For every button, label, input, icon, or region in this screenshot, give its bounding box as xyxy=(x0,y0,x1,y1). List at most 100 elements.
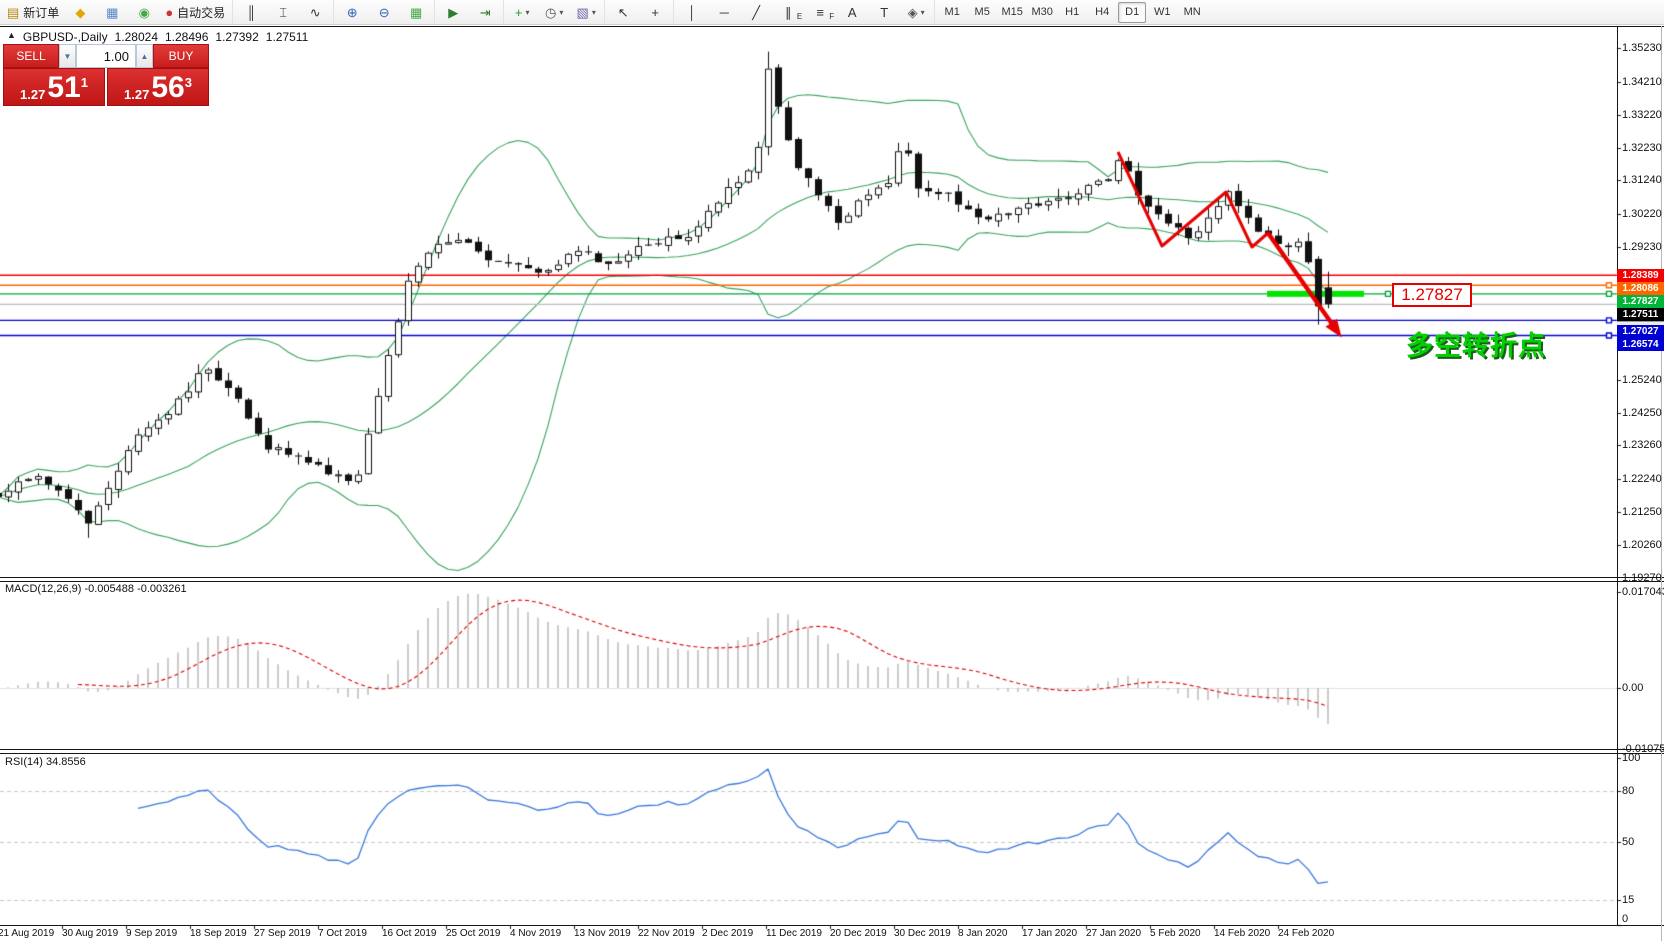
price-tick-label: 1.24250 xyxy=(1622,406,1662,419)
date-label: 30 Aug 2019 xyxy=(62,928,119,939)
navigator-button[interactable]: ◉ xyxy=(129,1,159,23)
vertical-line-button[interactable]: │ xyxy=(677,1,707,23)
date-label: 9 Sep 2019 xyxy=(126,928,178,939)
indicators-dropdown-icon[interactable]: ▾ xyxy=(525,7,530,17)
price-tag-1.27511: 1.27511 xyxy=(1617,307,1664,321)
date-label: 4 Nov 2019 xyxy=(510,928,562,939)
fibonacci-button[interactable]: ≡ F xyxy=(816,4,835,22)
timeframe-h1[interactable]: H1 xyxy=(1065,6,1080,18)
trendline-button[interactable]: ╱ xyxy=(741,1,771,23)
timeframe-h4[interactable]: H4 xyxy=(1095,6,1110,18)
price-callout-box[interactable]: 1.27827 xyxy=(1392,283,1472,307)
price-tick-label: 1.30220 xyxy=(1622,208,1662,221)
date-label: 18 Sep 2019 xyxy=(190,928,247,939)
date-label: 8 Jan 2020 xyxy=(958,928,1008,939)
ohlc-close: 1.27511 xyxy=(265,30,309,44)
rsi-tick-label: 0 xyxy=(1622,913,1629,925)
date-label: 30 Dec 2019 xyxy=(894,928,951,939)
tile-windows-icon: ▦ xyxy=(410,4,423,20)
crosshair-button[interactable]: + xyxy=(640,1,670,23)
price-tag-1.28086: 1.28086 xyxy=(1617,281,1664,295)
data-window-button[interactable]: ▦ xyxy=(97,1,127,23)
chart-candles-button[interactable]: ⌶ xyxy=(268,1,298,23)
periods-button[interactable]: ◷ ▾ xyxy=(539,1,569,23)
timeframe-m1[interactable]: M1 xyxy=(944,6,960,18)
timeframe-group: M1 M5 M15 M30 H1 H4 D1 W1 MN xyxy=(934,0,1209,24)
macd-tick-label: 0.00 xyxy=(1622,682,1644,694)
sell-button[interactable]: SELL xyxy=(3,44,59,68)
zoom-out-icon: ⊖ xyxy=(378,4,390,20)
timeframe-mn[interactable]: MN xyxy=(1183,6,1201,18)
auto-trading-button[interactable]: ● 自动交易 xyxy=(161,1,229,23)
date-label: 20 Dec 2019 xyxy=(830,928,887,939)
chart-shift-button[interactable]: ⇥ xyxy=(470,1,500,23)
price-tag-1.28389: 1.28389 xyxy=(1617,268,1664,282)
sell-price-display[interactable]: 1.27 51 1 xyxy=(3,68,106,106)
collapse-icon[interactable]: ▲ xyxy=(7,30,16,40)
data-window-icon: ▦ xyxy=(106,4,119,20)
price-tick-label: 1.22240 xyxy=(1622,473,1662,486)
timeframe-m15[interactable]: M15 xyxy=(1001,6,1023,18)
horizontal-line-icon: ─ xyxy=(719,4,729,20)
date-label: 14 Feb 2020 xyxy=(1214,928,1271,939)
volume-down-button[interactable]: ▼ xyxy=(59,44,76,68)
volume-input[interactable]: 1.00 xyxy=(76,44,136,68)
sell-price-small: 1.27 xyxy=(20,87,46,102)
timeframe-w1[interactable]: W1 xyxy=(1153,6,1171,18)
date-label: 27 Jan 2020 xyxy=(1086,928,1142,939)
date-label: 27 Sep 2019 xyxy=(254,928,311,939)
periods-icon: ◷ xyxy=(545,4,557,20)
chart-line-icon: ∿ xyxy=(309,4,321,20)
arrows-button[interactable]: ◈ ▾ xyxy=(901,1,931,23)
timeframe-d1[interactable]: D1 xyxy=(1118,1,1147,23)
auto-scroll-button[interactable]: ▶ xyxy=(438,1,468,23)
auto-scroll-icon: ▶ xyxy=(448,4,459,20)
text-label-icon: T xyxy=(880,4,889,20)
timeframe-m5[interactable]: M5 xyxy=(974,6,990,18)
new-order-button[interactable]: ▤ 新订单 xyxy=(3,1,63,23)
main-toolbar: ▤ 新订单 ◆ ▦ ◉ ● 自动交易 ║ ⌶ ∿ ⊕ ⊖ ▦ ▶ ⇥ + ▾ ◷ ▾ ▧ ▾ ↖ + │ ─ ╱ ∥ E ≡ F A T ◈ ▾ M… xyxy=(0,0,1664,25)
zoom-in-button[interactable]: ⊕ xyxy=(337,1,367,23)
timeframe-m30[interactable]: M30 xyxy=(1031,6,1053,18)
horizontal-line-button[interactable]: ─ xyxy=(709,1,739,23)
price-tick-label: 1.23260 xyxy=(1622,439,1662,452)
macd-tick-label: 0.017043 xyxy=(1622,586,1664,598)
equidistant-channel-button[interactable]: ∥ E xyxy=(784,4,803,22)
date-label: 11 Dec 2019 xyxy=(766,928,822,939)
templates-button[interactable]: ▧ ▾ xyxy=(571,1,601,23)
price-tick-label: 1.19270 xyxy=(1622,571,1662,584)
pane-divider-rsi[interactable] xyxy=(0,749,1664,754)
volume-up-button[interactable]: ▲ xyxy=(136,44,153,68)
zoom-out-button[interactable]: ⊖ xyxy=(369,1,399,23)
date-label: 17 Jan 2020 xyxy=(1022,928,1078,939)
cn-annotation-text[interactable]: 多空转折点 xyxy=(1406,331,1546,361)
buy-price-sup: 3 xyxy=(184,75,192,90)
date-label: 25 Oct 2019 xyxy=(446,928,501,939)
date-label: 24 Feb 2020 xyxy=(1278,928,1335,939)
periods-dropdown-icon[interactable]: ▾ xyxy=(559,7,564,17)
price-tick-label: 1.31240 xyxy=(1622,174,1662,187)
indicators-button[interactable]: + ▾ xyxy=(507,1,537,23)
buy-price-small: 1.27 xyxy=(124,87,150,102)
text-button[interactable]: A xyxy=(837,1,867,23)
templates-dropdown-icon[interactable]: ▾ xyxy=(591,7,596,17)
ohlc-open: 1.28024 xyxy=(114,30,158,44)
arrows-dropdown-icon[interactable]: ▾ xyxy=(920,7,925,17)
market-watch-button[interactable]: ◆ xyxy=(65,1,95,23)
text-label-button[interactable]: T xyxy=(869,1,899,23)
chart-bars-button[interactable]: ║ xyxy=(236,1,266,23)
price-tick-label: 1.34210 xyxy=(1622,75,1662,88)
chart-line-button[interactable]: ∿ xyxy=(300,1,330,23)
cursor-button[interactable]: ↖ xyxy=(608,1,638,23)
buy-price-display[interactable]: 1.27 56 3 xyxy=(106,68,209,106)
price-tag-clipped xyxy=(1617,320,1664,326)
buy-button[interactable]: BUY xyxy=(153,44,209,68)
toolbar-group: ▤ 新订单 ◆ ▦ ◉ ● 自动交易 xyxy=(0,0,232,24)
chart-shift-icon: ⇥ xyxy=(479,4,491,20)
toolbar-group: ↖ + xyxy=(604,0,673,24)
pane-divider-macd[interactable] xyxy=(0,577,1664,582)
tile-windows-button[interactable]: ▦ xyxy=(401,1,431,23)
